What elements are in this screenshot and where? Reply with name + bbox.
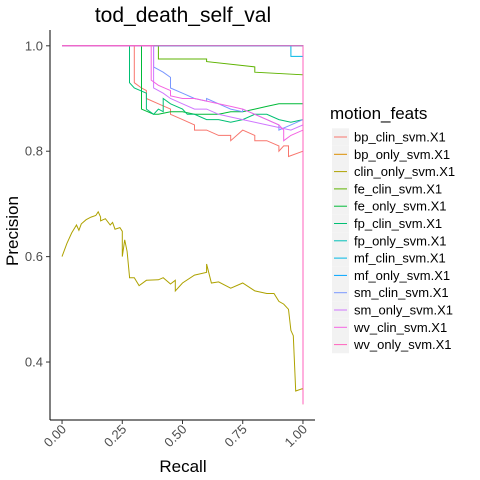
y-tick-label: 1.0 [25,38,43,53]
legend-label: fp_clin_svm.X1 [354,216,442,231]
legend-label: sm_clin_svm.X1 [354,285,449,300]
y-tick-label: 0.4 [25,355,43,370]
series-line-fp-clin-svm-x1 [62,45,304,389]
legend-label: mf_clin_svm.X1 [354,251,446,266]
y-tick-label: 0.6 [25,249,43,264]
legend-title: motion_feats [330,104,427,123]
legend: motion_feats bp_clin_svm.X1 bp_only_svm.X… [330,104,455,354]
y-axis-title: Precision [3,196,22,266]
series-line-mf-clin-svm-x1 [62,45,304,389]
legend-label: fp_only_svm.X1 [354,233,447,248]
series-line-clin-only-svm-x1 [61,210,304,405]
series-line-sm-only-svm-x1 [62,45,304,389]
series-line-wv-only-svm-x1 [62,45,304,405]
legend-label: wv_clin_svm.X1 [353,320,447,335]
x-tick-label: 0.75 [221,422,250,451]
x-axis-ticks: 0.00 0.25 0.50 0.75 1.00 [41,420,310,450]
y-tick-label: 0.8 [25,144,43,159]
legend-label: sm_only_svm.X1 [354,303,453,318]
series-line-fe-clin-svm-x1 [62,45,304,389]
x-tick-label: 0.25 [101,422,130,451]
legend-label: wv_only_svm.X1 [353,337,452,352]
legend-label: bp_only_svm.X1 [354,147,450,162]
legend-label: fe_only_svm.X1 [354,199,447,214]
legend-label: clin_only_svm.X1 [354,164,455,179]
chart-title: tod_death_self_val [95,4,271,27]
x-tick-label: 1.00 [282,422,311,451]
legend-label: fe_clin_svm.X1 [354,181,442,196]
legend-label: bp_clin_svm.X1 [354,130,446,145]
x-tick-label: 0.00 [41,422,70,451]
series-line-fe-only-svm-x1 [62,45,304,389]
y-axis-ticks: 0.4 0.6 0.8 1.0 [25,38,50,370]
series-line-sm-clin-svm-x1 [62,45,304,389]
series-line-bp-clin-svm-x1 [62,45,304,389]
series-layer [61,45,304,405]
series-line-wv-clin-svm-x1 [62,45,304,389]
x-tick-label: 0.50 [161,422,190,451]
x-axis-title: Recall [159,457,206,476]
legend-label: mf_only_svm.X1 [354,268,450,283]
legend-items: bp_clin_svm.X1 bp_only_svm.X1 clin_only_sv… [332,128,455,354]
